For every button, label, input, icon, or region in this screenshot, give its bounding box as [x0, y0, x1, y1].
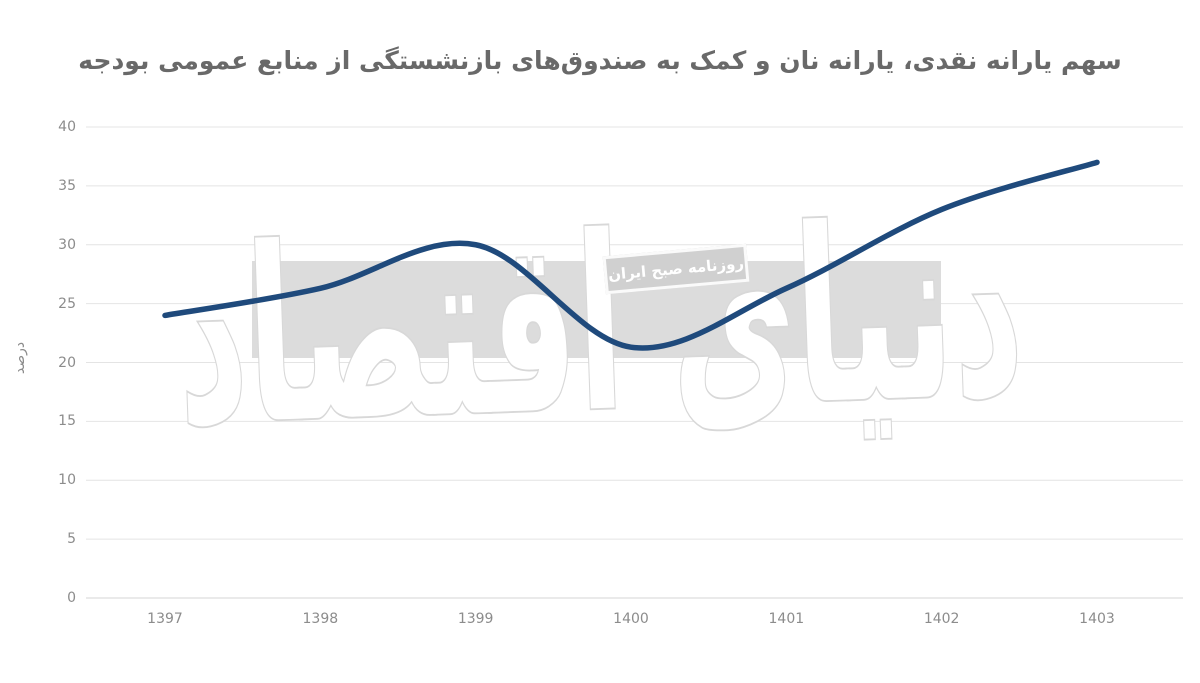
x-tick-label: 1399: [457, 611, 494, 627]
x-tick-label: 1401: [768, 611, 805, 627]
y-tick-label: 35: [58, 177, 76, 194]
y-tick-label: 5: [67, 531, 76, 548]
y-tick-label: 15: [58, 413, 76, 430]
watermark-band: [252, 261, 941, 358]
y-tick-label: 0: [67, 590, 76, 606]
x-tick-label: 1402: [923, 611, 960, 627]
y-tick-label: 10: [58, 472, 76, 489]
y-tick-label: 40: [58, 119, 76, 135]
x-tick-label: 1398: [302, 611, 339, 627]
x-tick-label: 1400: [613, 611, 649, 627]
watermark-logo-text: دنیای اقتصاد: [173, 172, 1028, 481]
data-line: [162, 159, 1100, 351]
y-tick-label: 30: [58, 236, 76, 253]
x-tick-label: 1403: [1079, 611, 1115, 627]
x-tick-label: 1397: [147, 611, 183, 627]
y-tick-label: 25: [58, 295, 76, 312]
chart-title: سهم یارانه نقدی، یارانه نان و کمک به صند…: [78, 46, 1122, 75]
y-tick-label: 20: [58, 354, 76, 371]
